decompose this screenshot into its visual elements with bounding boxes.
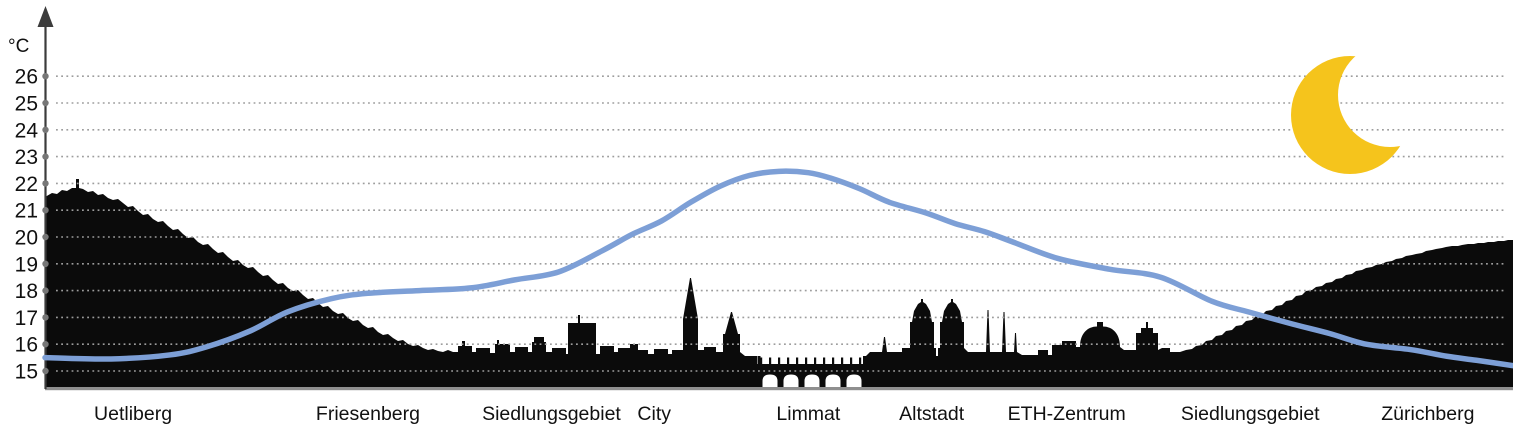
y-tick-label-26: 26 [15,66,38,89]
temperature-profile-line [42,168,1513,369]
skyline-path [45,179,1513,387]
y-tick-label-15: 15 [15,361,38,384]
crescent-moon-icon [1291,56,1409,174]
y-tick-label-24: 24 [15,119,39,142]
y-tick-dot-15 [42,367,49,375]
y-axis-unit-label: °C [8,36,29,57]
y-tick-dot-21 [42,207,49,214]
x-axis-labels: Uetliberg Friesenberg Siedlungsgebiet City L… [94,403,1474,425]
y-tick-label-20: 20 [15,227,38,250]
bridge-railing [757,356,866,364]
x-category-label-3: City [637,403,671,425]
y-tick-label-22: 22 [15,173,38,196]
y-tick-dot-26 [42,73,49,80]
y-tick-dot-18 [42,287,49,294]
y-tick-label-16: 16 [15,334,38,357]
y-tick-dot-19 [42,260,49,267]
x-category-label-5: Altstadt [899,403,965,425]
y-tick-dot-20 [42,233,49,241]
y-tick-label-23: 23 [15,146,38,169]
y-axis-ticks [42,73,49,375]
y-tick-label-18: 18 [15,280,38,303]
y-tick-dot-25 [42,99,49,107]
y-tick-dot-17 [42,314,49,321]
skyline-silhouette [45,179,1513,391]
x-category-label-4: Limmat [776,403,841,425]
y-axis-tick-labels: 26 25 24 23 22 21 20 19 18 17 16 15 [15,66,39,384]
y-tick-label-21: 21 [15,200,38,223]
x-category-label-8: Zürichberg [1381,403,1474,425]
ground-baseline [45,387,1513,391]
bridge-arches [762,374,862,388]
x-category-label-2: Siedlungsgebiet [482,403,621,425]
y-axis-arrowhead [37,6,54,27]
x-category-label-7: Siedlungsgebiet [1181,403,1320,425]
x-category-label-1: Friesenberg [316,403,420,425]
y-tick-dot-22 [42,180,49,187]
y-tick-label-25: 25 [15,93,38,116]
y-tick-dot-16 [42,341,49,348]
x-category-label-0: Uetliberg [94,403,172,425]
y-tick-dot-23 [42,153,49,160]
y-tick-label-17: 17 [15,307,38,330]
y-axis: 26 25 24 23 22 21 20 19 18 17 16 15 °C [8,6,54,389]
y-tick-dot-24 [42,126,49,133]
temperature-curve [42,168,1513,369]
y-tick-label-19: 19 [15,253,38,276]
x-category-label-6: ETH-Zentrum [1008,403,1126,425]
